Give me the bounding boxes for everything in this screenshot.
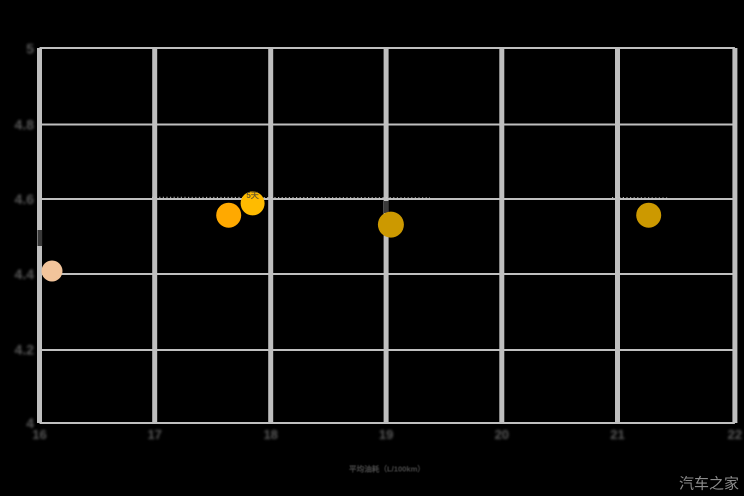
svg-text:17: 17 [147, 427, 161, 442]
svg-text:4.8: 4.8 [15, 117, 35, 133]
svg-text:20: 20 [495, 427, 509, 442]
svg-text:4.6: 4.6 [15, 191, 35, 207]
svg-text:19: 19 [379, 427, 393, 442]
svg-text:5天: 5天 [246, 191, 259, 200]
svg-text:4.4: 4.4 [15, 266, 35, 282]
svg-text:4.2: 4.2 [15, 342, 35, 358]
svg-text:18: 18 [263, 427, 277, 442]
svg-text:16: 16 [32, 427, 46, 442]
svg-text:汽车之家: 汽车之家 [679, 476, 739, 493]
svg-text:平均油耗（L/100km）: 平均油耗（L/100km） [349, 464, 425, 474]
svg-text:22: 22 [728, 427, 742, 442]
svg-text:5: 5 [26, 41, 34, 57]
svg-text:21: 21 [610, 427, 624, 442]
